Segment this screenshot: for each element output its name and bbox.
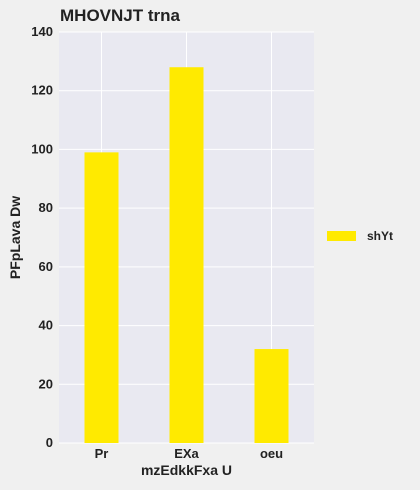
x-tick-label: EXa: [174, 446, 199, 461]
y-tick-label: 100: [31, 141, 53, 156]
x-tick-labels: Pr EXa oeu: [95, 446, 283, 461]
bar-Pr: [84, 152, 119, 443]
y-tick-label: 60: [39, 259, 53, 274]
y-axis-label: PFpLava Dw: [7, 196, 23, 279]
y-tick-label: 140: [31, 24, 53, 39]
legend: shYt: [327, 229, 393, 243]
y-tick-label: 40: [39, 318, 53, 333]
x-tick-label: oeu: [260, 446, 283, 461]
bar-EXa: [169, 67, 204, 443]
bar-oeu: [254, 349, 289, 443]
y-tick-label: 120: [31, 83, 53, 98]
y-tick-label: 80: [39, 200, 53, 215]
y-tick-label: 20: [39, 376, 53, 391]
bars: [84, 67, 289, 443]
x-tick-label: Pr: [95, 446, 109, 461]
y-tick-labels: 0 20 40 60 80 100 120 140: [31, 24, 53, 450]
chart-title: MHOVNJT trna: [60, 6, 180, 25]
legend-swatch: [327, 231, 356, 241]
x-axis-label: mzEdkkFxa U: [141, 462, 232, 478]
legend-label: shYt: [367, 229, 394, 243]
y-tick-label: 0: [46, 435, 53, 450]
